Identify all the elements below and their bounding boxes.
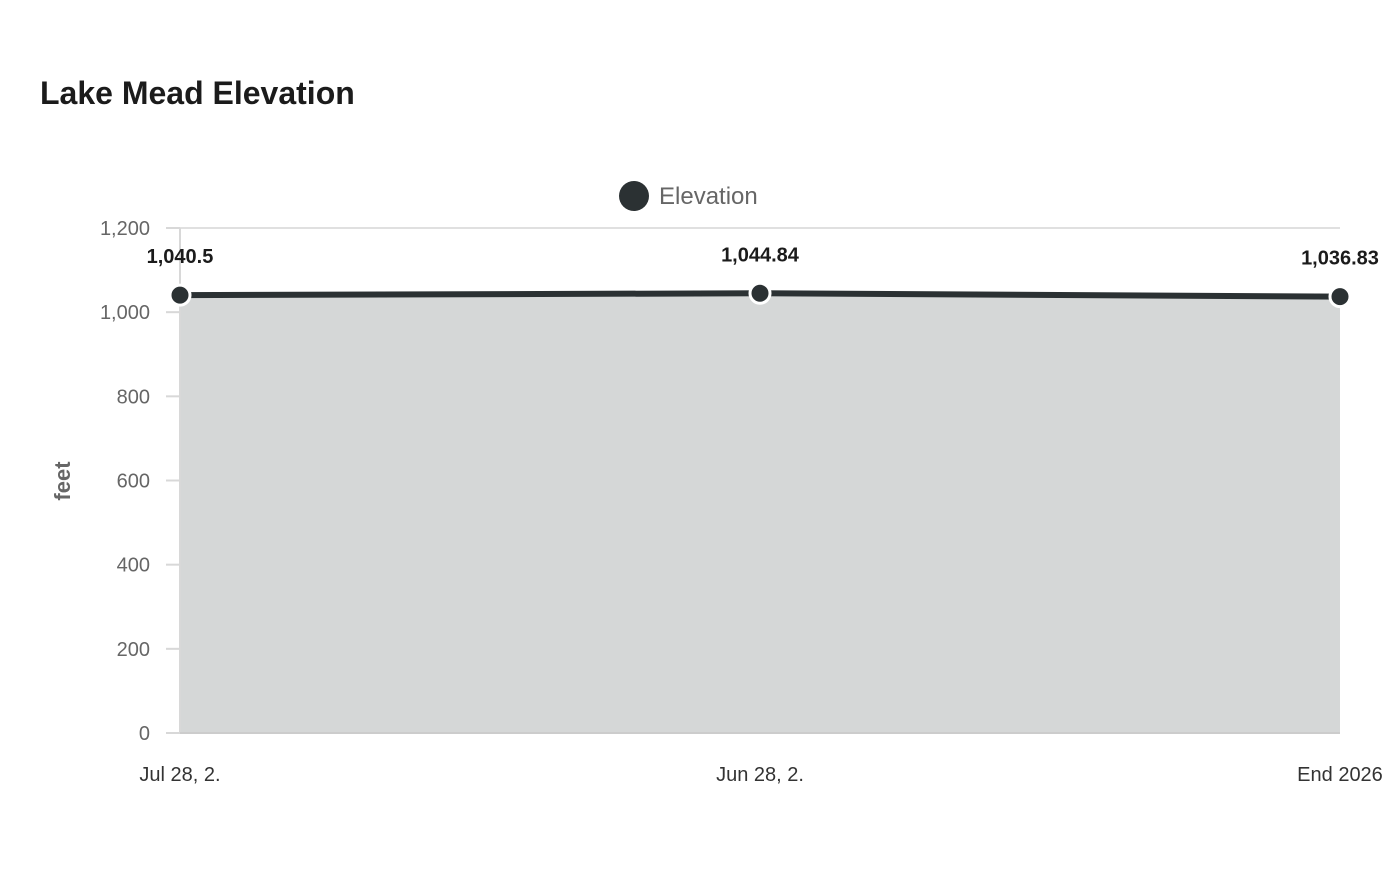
x-tick-label: Jun 28, 2. — [716, 764, 804, 786]
y-tick-label: 1,000 — [100, 302, 150, 324]
data-point[interactable] — [168, 283, 192, 307]
y-tick-label: 1,200 — [100, 218, 150, 240]
data-label: 1,040.5 — [147, 246, 214, 268]
chart-title: Lake Mead Elevation — [40, 75, 355, 111]
data-labels: 1,040.5 1,044.84 1,036.83 — [147, 244, 1379, 269]
legend[interactable]: Elevation — [619, 181, 758, 211]
data-point[interactable] — [748, 281, 772, 305]
x-tick-label: End 2026 — [1297, 764, 1383, 786]
y-tick-label: 400 — [117, 555, 150, 577]
axes — [179, 228, 1340, 734]
area-fill-elevation — [180, 293, 1340, 733]
y-tick-label: 800 — [117, 386, 150, 408]
data-label: 1,044.84 — [721, 244, 800, 266]
data-point[interactable] — [1328, 285, 1352, 309]
x-tick-label: Jul 28, 2. — [139, 764, 220, 786]
y-tick-label: 0 — [139, 723, 150, 745]
x-tick-labels: Jul 28, 2. Jun 28, 2. End 2026 — [139, 764, 1382, 786]
data-label: 1,036.83 — [1301, 248, 1379, 270]
y-tick-labels: 0 200 400 600 800 1,000 1,200 — [100, 218, 150, 745]
y-axis-title: feet — [50, 461, 75, 501]
area-fill-layer — [180, 293, 1340, 733]
legend-marker-elevation[interactable] — [619, 181, 649, 211]
y-tick-label: 200 — [117, 639, 150, 661]
legend-label-elevation[interactable]: Elevation — [659, 183, 758, 210]
data-points[interactable] — [168, 281, 1352, 309]
y-tick-label: 600 — [117, 471, 150, 493]
